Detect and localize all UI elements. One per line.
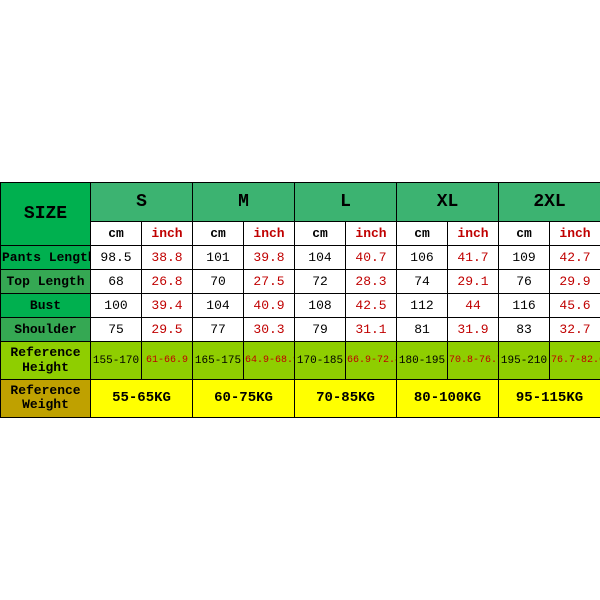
unit-inch: inch [550, 222, 600, 246]
cell: 98.5 [91, 246, 142, 270]
unit-cm: cm [91, 222, 142, 246]
ref-height-in: 66.9-72.8 [346, 342, 397, 380]
unit-inch: inch [346, 222, 397, 246]
size-chart: SIZE S M L XL 2XL cm inch cm inch cm inc… [0, 182, 600, 418]
row-label: Top Length [1, 270, 91, 294]
cell: 40.9 [244, 294, 295, 318]
cell: 30.3 [244, 318, 295, 342]
size-s: S [91, 183, 193, 222]
ref-height-cm: 195-210 [499, 342, 550, 380]
ref-height-cm: 180-195 [397, 342, 448, 380]
cell: 81 [397, 318, 448, 342]
unit-cm: cm [499, 222, 550, 246]
cell: 100 [91, 294, 142, 318]
size-2xl: 2XL [499, 183, 600, 222]
cell: 39.4 [142, 294, 193, 318]
cell: 31.1 [346, 318, 397, 342]
unit-cm: cm [397, 222, 448, 246]
cell: 29.9 [550, 270, 600, 294]
row-label: Pants Length [1, 246, 91, 270]
size-xl: XL [397, 183, 499, 222]
size-m: M [193, 183, 295, 222]
cell: 68 [91, 270, 142, 294]
cell: 38.8 [142, 246, 193, 270]
cell: 31.9 [448, 318, 499, 342]
ref-height-label: ReferenceHeight [1, 342, 91, 380]
ref-height-in: 76.7-82.6 [550, 342, 600, 380]
size-l: L [295, 183, 397, 222]
ref-height-cm: 165-175 [193, 342, 244, 380]
cell: 44 [448, 294, 499, 318]
cell: 116 [499, 294, 550, 318]
cell: 42.5 [346, 294, 397, 318]
size-table: SIZE S M L XL 2XL cm inch cm inch cm inc… [0, 182, 600, 418]
cell: 101 [193, 246, 244, 270]
cell: 74 [397, 270, 448, 294]
cell: 70 [193, 270, 244, 294]
cell: 83 [499, 318, 550, 342]
cell: 75 [91, 318, 142, 342]
cell: 109 [499, 246, 550, 270]
cell: 76 [499, 270, 550, 294]
cell: 42.7 [550, 246, 600, 270]
unit-inch: inch [448, 222, 499, 246]
cell: 41.7 [448, 246, 499, 270]
row-label: Shoulder [1, 318, 91, 342]
unit-inch: inch [244, 222, 295, 246]
ref-height-in: 64.9-68.9 [244, 342, 295, 380]
cell: 77 [193, 318, 244, 342]
ref-weight-label: ReferenceWeight [1, 379, 91, 417]
cell: 29.1 [448, 270, 499, 294]
unit-inch: inch [142, 222, 193, 246]
cell: 104 [193, 294, 244, 318]
cell: 40.7 [346, 246, 397, 270]
ref-height-in: 61-66.9 [142, 342, 193, 380]
cell: 26.8 [142, 270, 193, 294]
ref-weight: 80-100KG [397, 379, 499, 417]
ref-weight: 95-115KG [499, 379, 600, 417]
ref-weight: 60-75KG [193, 379, 295, 417]
ref-height-cm: 170-185 [295, 342, 346, 380]
ref-height-in: 70.8-76.7 [448, 342, 499, 380]
cell: 112 [397, 294, 448, 318]
cell: 106 [397, 246, 448, 270]
cell: 32.7 [550, 318, 600, 342]
cell: 27.5 [244, 270, 295, 294]
cell: 45.6 [550, 294, 600, 318]
cell: 39.8 [244, 246, 295, 270]
cell: 29.5 [142, 318, 193, 342]
cell: 28.3 [346, 270, 397, 294]
row-label: Bust [1, 294, 91, 318]
cell: 104 [295, 246, 346, 270]
cell: 108 [295, 294, 346, 318]
cell: 72 [295, 270, 346, 294]
unit-cm: cm [193, 222, 244, 246]
size-header: SIZE [1, 183, 91, 246]
unit-cm: cm [295, 222, 346, 246]
ref-weight: 70-85KG [295, 379, 397, 417]
ref-height-cm: 155-170 [91, 342, 142, 380]
cell: 79 [295, 318, 346, 342]
ref-weight: 55-65KG [91, 379, 193, 417]
